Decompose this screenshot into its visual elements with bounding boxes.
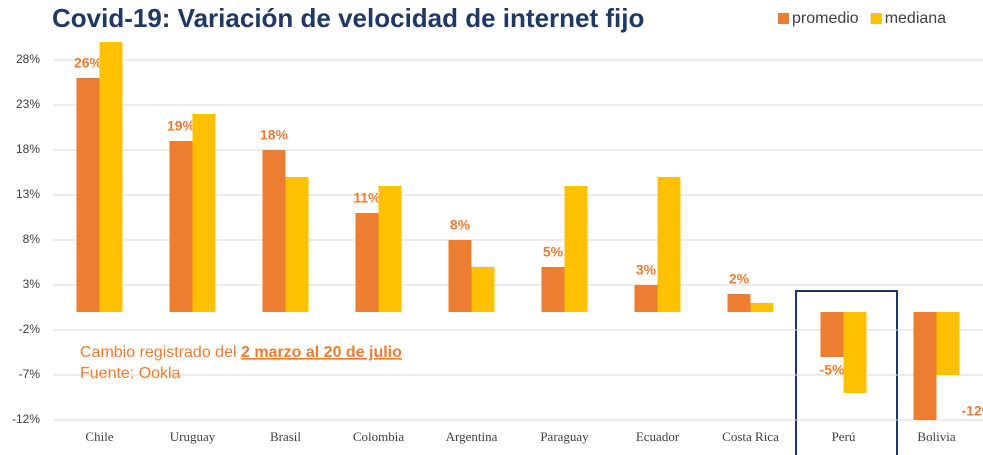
bar bbox=[750, 303, 774, 312]
data-label: 5% bbox=[543, 244, 564, 260]
x-tick-label: Paraguay bbox=[540, 429, 589, 444]
x-tick-label: Chile bbox=[85, 429, 113, 444]
data-label: -5% bbox=[820, 362, 845, 378]
annotation: Cambio registrado del 2 marzo al 20 de j… bbox=[80, 344, 402, 361]
bar bbox=[471, 267, 495, 312]
data-label: 26% bbox=[74, 55, 103, 71]
y-tick-label: 3% bbox=[23, 277, 41, 291]
bar bbox=[355, 213, 379, 312]
x-tick-label: Brasil bbox=[270, 429, 301, 444]
bar bbox=[262, 150, 286, 312]
legend-swatch bbox=[870, 13, 882, 24]
data-label: -12% bbox=[962, 403, 983, 419]
data-label: 19% bbox=[167, 118, 196, 134]
bar bbox=[843, 312, 867, 393]
x-tick-label: Perú bbox=[832, 429, 856, 444]
bar bbox=[285, 177, 309, 312]
legend-label: mediana bbox=[885, 10, 946, 27]
data-label: 2% bbox=[729, 271, 750, 287]
bar bbox=[169, 141, 193, 312]
x-tick-label: Costa Rica bbox=[722, 429, 779, 444]
x-tick-label: Colombia bbox=[353, 429, 405, 444]
legend-swatch bbox=[778, 13, 789, 24]
x-tick-label: Argentina bbox=[446, 429, 498, 444]
x-tick-label: Bolivia bbox=[917, 429, 956, 444]
data-label: 8% bbox=[450, 217, 471, 233]
y-tick-label: 8% bbox=[23, 232, 41, 246]
highlight-box bbox=[795, 290, 898, 455]
y-tick-label: 18% bbox=[16, 142, 40, 156]
y-tick-label: -2% bbox=[19, 322, 41, 336]
bar bbox=[76, 78, 100, 312]
bar bbox=[541, 267, 565, 312]
y-tick-label: -7% bbox=[19, 367, 41, 381]
bar bbox=[820, 312, 844, 357]
data-label: 18% bbox=[260, 127, 289, 143]
bar bbox=[913, 312, 937, 420]
y-tick-label: -12% bbox=[12, 412, 40, 426]
bar bbox=[634, 285, 658, 312]
chart-title: Covid-19: Variación de velocidad de inte… bbox=[52, 3, 644, 33]
annotation: Fuente: Ookla bbox=[80, 365, 181, 382]
bar bbox=[564, 186, 588, 312]
bar bbox=[936, 312, 960, 375]
y-tick-label: 28% bbox=[16, 52, 40, 66]
bar bbox=[192, 114, 216, 312]
x-tick-label: Uruguay bbox=[170, 429, 216, 444]
y-tick-label: 23% bbox=[16, 97, 40, 111]
bar bbox=[448, 240, 472, 312]
x-tick-label: Ecuador bbox=[636, 429, 680, 444]
y-tick-label: 13% bbox=[16, 187, 40, 201]
data-label: 11% bbox=[353, 190, 381, 206]
data-label: 3% bbox=[636, 262, 657, 278]
bar bbox=[727, 294, 751, 312]
annotation-emphasis: 2 marzo al 20 de julio bbox=[241, 344, 402, 361]
legend-label: promedio bbox=[792, 10, 859, 27]
bar bbox=[657, 177, 681, 312]
bar bbox=[99, 42, 123, 312]
annotation-text: Cambio registrado del bbox=[80, 344, 241, 361]
bar bbox=[378, 186, 402, 312]
